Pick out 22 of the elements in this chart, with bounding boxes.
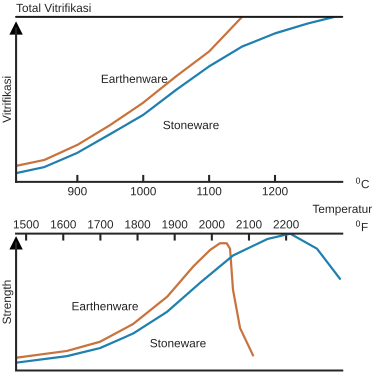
text: Temperatur — [312, 204, 372, 216]
x-tick-label: 1600 — [51, 220, 76, 229]
series-label: Stoneware — [163, 120, 219, 130]
x-tick-label: 1700 — [88, 220, 114, 229]
y-axis-title: Strength — [2, 280, 14, 324]
x-axis-title: $^{0}$C — [356, 177, 370, 188]
y-axis-title: Vitrifikasi — [2, 76, 11, 123]
x-tick-label: 1500 — [14, 220, 39, 229]
x-tick-label: 1100 — [197, 187, 222, 196]
x-tick-label: 1800 — [125, 220, 150, 229]
series-label: Earthenware — [102, 74, 168, 83]
ref-line-label: Total Vitrifikasi — [16, 3, 91, 12]
x-tick-label: 2200 — [274, 220, 299, 229]
x-tick-label: 2000 — [199, 220, 225, 229]
x-axis-title: $^{0}$F — [356, 220, 368, 232]
series-label: Stoneware — [150, 338, 206, 348]
series-label: Earthenware — [72, 302, 138, 310]
x-tick-label: 1900 — [162, 220, 188, 229]
x-tick-label: 900 — [68, 187, 87, 196]
x-tick-label: 1000 — [131, 187, 156, 196]
x-tick-label: 2100 — [236, 220, 262, 229]
x-tick-label: 1200 — [262, 187, 288, 196]
